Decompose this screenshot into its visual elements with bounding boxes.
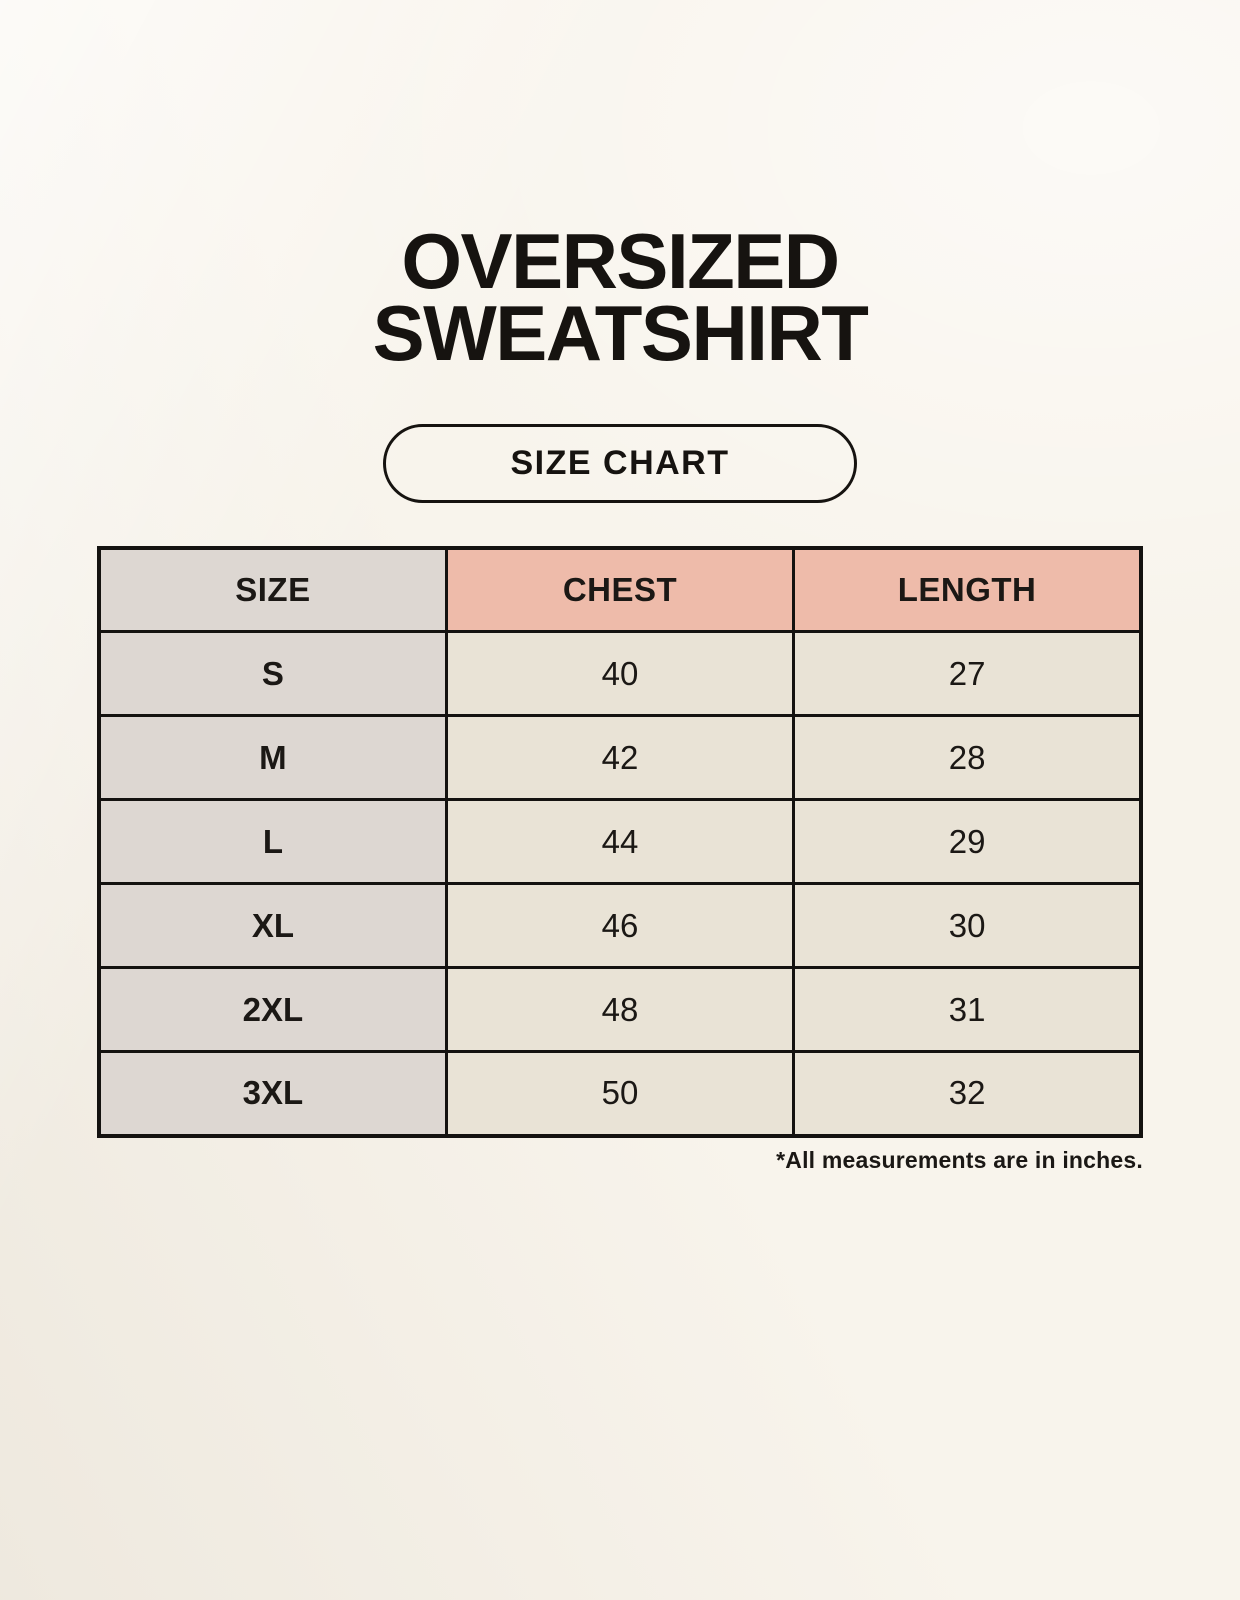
column-header-chest: CHEST [444, 546, 796, 633]
length-value: 30 [792, 882, 1143, 969]
table-row: L 44 29 [97, 798, 1143, 885]
chest-value: 40 [444, 630, 796, 717]
size-label: M [97, 714, 448, 801]
size-label: S [97, 630, 448, 717]
chest-value: 44 [444, 798, 796, 885]
page-title: OVERSIZED SWEATSHIRT [0, 0, 1240, 372]
length-value: 29 [792, 798, 1143, 885]
column-header-size: SIZE [97, 546, 448, 633]
size-chart-container: SIZE CHEST LENGTH S 40 27 M 42 28 L [97, 545, 1143, 1174]
table-row: 2XL 48 31 [97, 966, 1143, 1053]
page-title-line2: SWEATSHIRT [372, 288, 869, 377]
size-label: XL [97, 882, 448, 969]
size-label: L [97, 798, 448, 885]
table-row: XL 46 30 [97, 882, 1143, 969]
table-header-row: SIZE CHEST LENGTH [97, 546, 1143, 633]
chest-value: 50 [444, 1050, 796, 1137]
length-value: 31 [792, 966, 1143, 1053]
size-label: 2XL [97, 966, 448, 1053]
table-row: M 42 28 [97, 714, 1143, 801]
table-row: 3XL 50 32 [97, 1050, 1143, 1137]
column-header-length: LENGTH [792, 546, 1143, 633]
size-chart-badge: SIZE CHART [383, 423, 857, 503]
chest-value: 42 [444, 714, 796, 801]
length-value: 32 [792, 1050, 1143, 1137]
size-chart-table: SIZE CHEST LENGTH S 40 27 M 42 28 L [97, 545, 1143, 1138]
chest-value: 48 [444, 966, 796, 1053]
size-label: 3XL [97, 1050, 448, 1137]
measurements-footnote: *All measurements are in inches. [776, 1146, 1143, 1173]
length-value: 28 [792, 714, 1143, 801]
size-chart-badge-label: SIZE CHART [510, 443, 730, 482]
table-row: S 40 27 [97, 630, 1143, 717]
chest-value: 46 [444, 882, 796, 969]
length-value: 27 [792, 630, 1143, 717]
page-title-line1: OVERSIZED [401, 217, 840, 305]
